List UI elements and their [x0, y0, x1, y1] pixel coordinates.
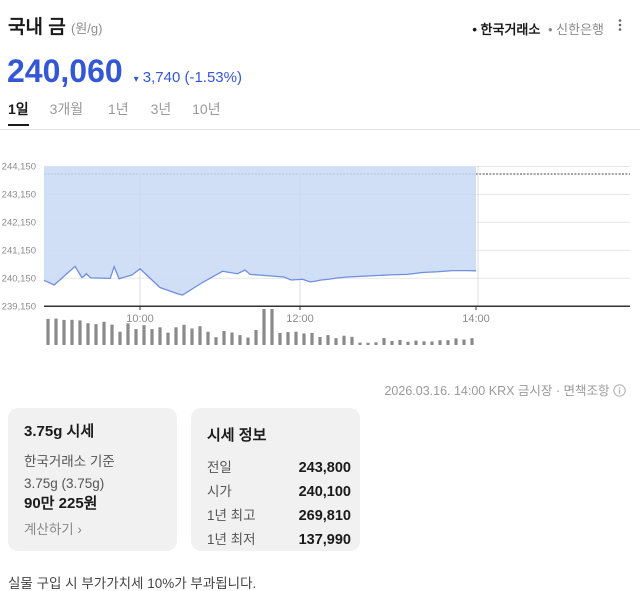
svg-text:10:00: 10:00	[126, 313, 154, 325]
svg-text:240,150: 240,150	[2, 274, 36, 285]
svg-text:242,150: 242,150	[2, 218, 36, 229]
svg-text:239,150: 239,150	[2, 302, 36, 313]
svg-text:14:00: 14:00	[462, 313, 490, 325]
svg-text:244,150: 244,150	[2, 162, 36, 173]
svg-text:243,150: 243,150	[2, 190, 36, 201]
svg-text:241,150: 241,150	[2, 246, 36, 257]
svg-text:12:00: 12:00	[286, 313, 314, 325]
